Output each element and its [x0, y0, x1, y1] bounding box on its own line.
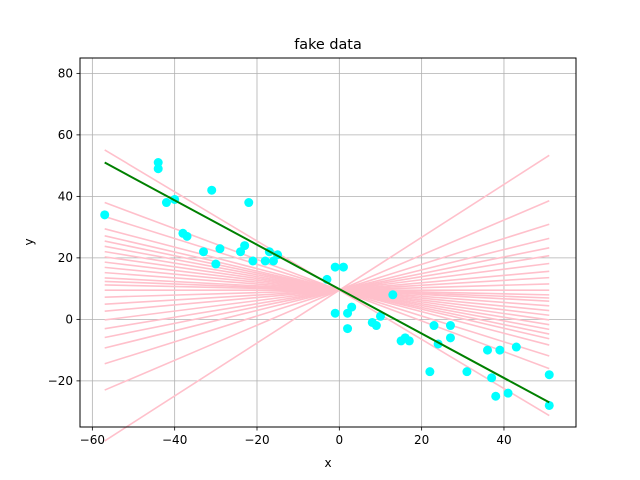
x-axis-ticks: −60 −40 −20 0 20 40 [80, 427, 512, 447]
y-tick-label: 80 [58, 66, 73, 80]
data-point [495, 345, 505, 355]
y-tick-label: 20 [58, 251, 73, 265]
x-tick-label: −60 [80, 433, 105, 447]
data-point [211, 259, 221, 269]
chart-title: fake data [294, 37, 362, 53]
data-point [330, 308, 340, 318]
data-point [511, 342, 521, 352]
data-point [404, 336, 414, 346]
data-point [462, 367, 472, 377]
grid-lines [80, 58, 576, 427]
data-point [338, 262, 348, 272]
data-point [161, 198, 171, 208]
data-point [445, 333, 455, 343]
data-point [544, 400, 554, 410]
x-tick-label: 40 [496, 433, 511, 447]
data-point [347, 302, 357, 312]
plot-frame [79, 57, 577, 428]
data-point [343, 324, 353, 334]
candidate-lines [104, 149, 550, 442]
data-point [429, 321, 439, 331]
y-tick-label: 0 [65, 312, 73, 326]
data-point [503, 388, 513, 398]
x-tick-label: −20 [244, 433, 269, 447]
data-point [487, 373, 497, 383]
data-point [153, 164, 163, 174]
candidate-line [104, 223, 550, 365]
data-point [240, 241, 250, 251]
x-axis-title: x [324, 456, 331, 470]
data-point [207, 185, 217, 195]
data-point [198, 247, 208, 257]
fit-line-group [104, 161, 550, 404]
y-axis-title: y [22, 238, 36, 245]
data-point [260, 256, 270, 266]
fit-line [104, 161, 550, 404]
x-tick-label: 20 [414, 433, 429, 447]
y-tick-label: −20 [48, 374, 73, 388]
data-point [215, 244, 225, 254]
data-point [182, 231, 192, 241]
y-axis-ticks: −20 0 20 40 60 80 [48, 66, 80, 388]
data-point [544, 370, 554, 380]
data-point [100, 210, 110, 220]
x-tick-label: −40 [162, 433, 187, 447]
data-point [388, 290, 398, 300]
data-point [153, 158, 163, 168]
candidate-line [104, 154, 550, 442]
data-point [425, 367, 435, 377]
data-point [445, 321, 455, 331]
data-point [248, 256, 258, 266]
data-point [371, 321, 381, 331]
data-point [330, 262, 340, 272]
y-tick-label: 40 [58, 189, 73, 203]
data-point [375, 311, 385, 321]
data-point [491, 391, 501, 401]
data-point [483, 345, 493, 355]
candidate-line [104, 200, 550, 391]
y-tick-label: 60 [58, 128, 73, 142]
data-point [244, 198, 254, 208]
x-tick-label: 0 [335, 433, 343, 447]
